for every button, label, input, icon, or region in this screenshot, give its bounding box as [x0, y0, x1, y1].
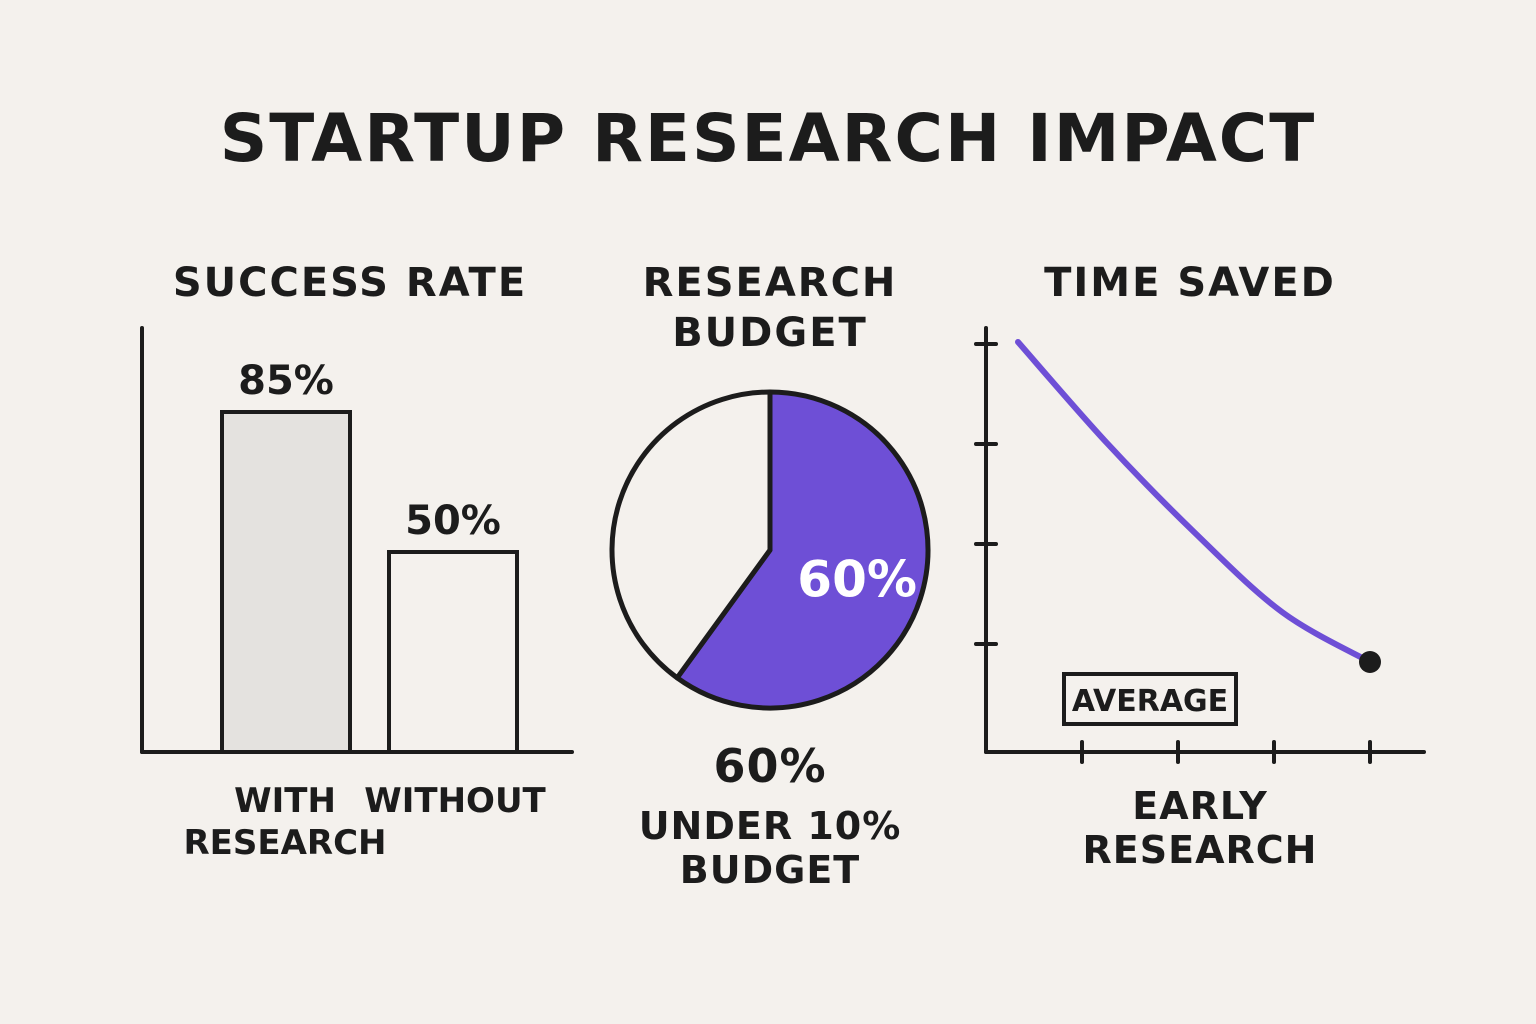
budget-caption-line-1: UNDER 10% — [638, 804, 902, 848]
page-title: STARTUP RESEARCH IMPACT — [219, 100, 1317, 177]
budget-caption-value: 60% — [713, 739, 827, 793]
research-budget-title-line-1: RESEARCH — [642, 260, 898, 306]
average-label: AVERAGE — [1072, 684, 1228, 719]
research-budget-title-line-2: BUDGET — [672, 310, 868, 356]
research-budget-title: RESEARCH BUDGET — [570, 258, 970, 358]
success-rate-title: SUCCESS RATE — [172, 260, 528, 306]
line-x-axis-label-line-1: EARLY — [1132, 784, 1268, 828]
bar-category-label-1: WITH RESEARCH — [183, 781, 386, 863]
bar-value-label-1: 85% — [238, 358, 334, 404]
bar-category-label-2: WITHOUT — [364, 781, 546, 821]
time-saved-title: TIME SAVED — [1044, 260, 1336, 306]
bar-2 — [387, 550, 519, 754]
budget-caption-line-2: BUDGET — [679, 848, 861, 892]
pie-slice-2 — [609, 389, 773, 681]
line-chart: AVERAGE — [974, 326, 1426, 764]
line-x-axis-label-line-2: RESEARCH — [1082, 828, 1318, 872]
pie-slice-label-1: 60% — [797, 550, 917, 608]
average-label-box — [1062, 672, 1238, 726]
budget-caption: UNDER 10% BUDGET — [600, 804, 940, 892]
bar-1 — [220, 410, 352, 754]
bar-value-label-2: 50% — [405, 498, 501, 544]
time-saved-line — [1015, 339, 1373, 665]
line-x-axis-label: EARLY RESEARCH — [1060, 784, 1340, 872]
pie-chart: 60% — [609, 389, 931, 711]
line-end-point — [1359, 651, 1381, 673]
pie-slice-1 — [674, 389, 931, 711]
